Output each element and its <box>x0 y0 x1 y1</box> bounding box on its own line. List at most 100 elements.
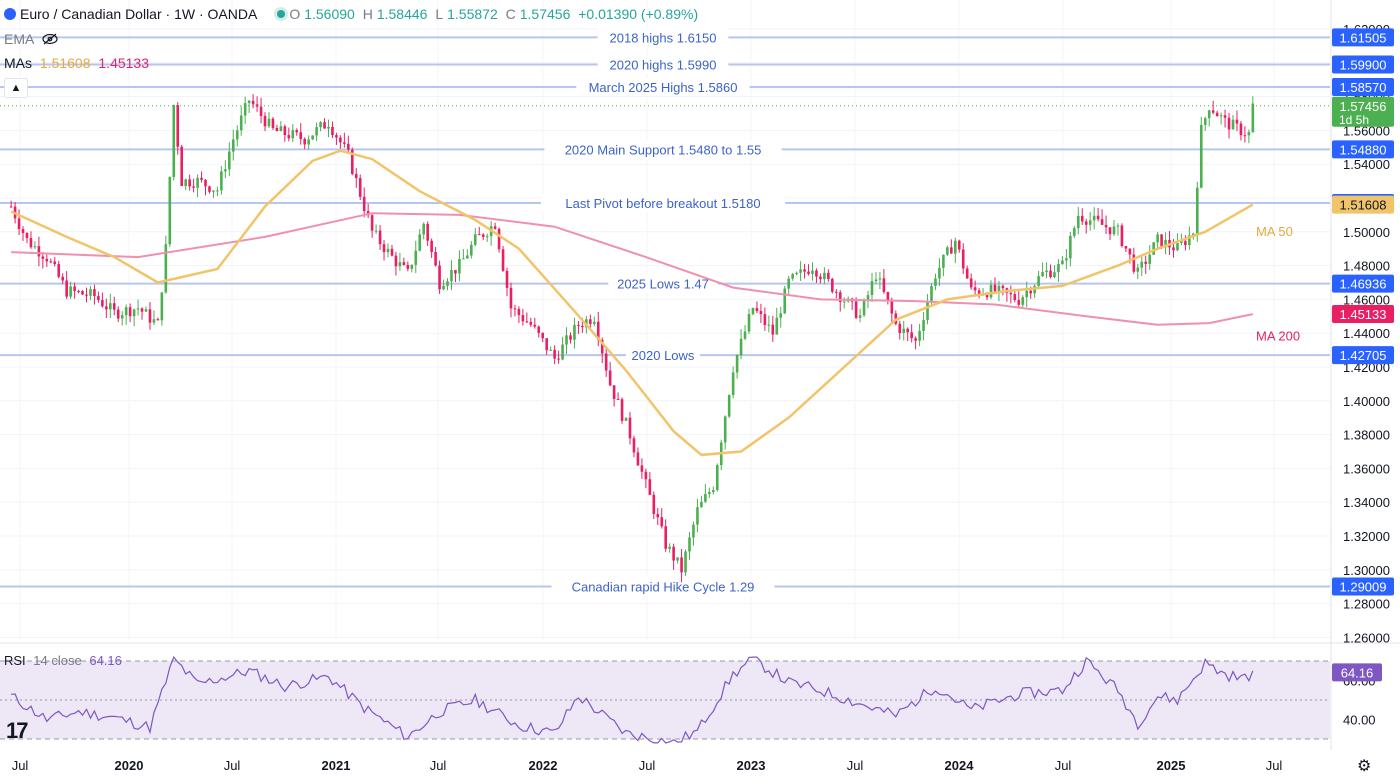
candle-down <box>589 319 592 324</box>
candle-down <box>275 128 279 132</box>
candle-down <box>505 270 509 288</box>
candle-up <box>458 258 461 274</box>
ema-legend[interactable]: EMA <box>4 31 62 47</box>
candle-up <box>1164 239 1167 248</box>
x-tick-label: Jul <box>224 758 241 773</box>
candle-down <box>394 255 398 267</box>
level-label: Last Pivot before breakout 1.5180 <box>565 196 760 211</box>
price-badge <box>1332 140 1394 159</box>
mas-legend[interactable]: MAs 1.51608 1.45133 <box>4 55 153 71</box>
candle-down <box>128 307 132 317</box>
series-label: MA 50 <box>1256 224 1293 239</box>
eye-crossed-icon[interactable] <box>42 31 58 47</box>
candle-up <box>723 416 727 443</box>
symbol-title[interactable]: Euro / Canadian Dollar · 1W · OANDA <box>20 6 258 22</box>
level-label-bg <box>597 28 729 47</box>
candle-up <box>1176 243 1179 251</box>
level-label-bg <box>626 346 700 365</box>
level-label-bg <box>608 274 718 293</box>
candle-up <box>942 254 945 268</box>
candle-down <box>21 229 25 234</box>
level-label-bg <box>540 193 786 212</box>
candle-up <box>712 490 715 493</box>
tradingview-logo-icon[interactable]: 17 <box>6 718 29 743</box>
candle-down <box>1017 300 1021 305</box>
rsi-legend-value: 64.16 <box>89 653 122 668</box>
candle-down <box>1013 294 1017 301</box>
candle-up <box>33 246 37 248</box>
candle-up <box>938 267 941 279</box>
y-tick-label: 1.40000 <box>1343 394 1390 409</box>
candle-up <box>708 492 711 495</box>
candle-up <box>1203 118 1207 125</box>
candle-down <box>1124 246 1128 249</box>
candle-up <box>1207 110 1211 119</box>
candle-up <box>715 465 719 491</box>
level-label: 2020 highs 1.5990 <box>610 57 717 72</box>
candle-up <box>319 122 322 128</box>
candle-down <box>557 358 560 360</box>
candle-up <box>184 179 187 187</box>
candle-down <box>1009 292 1013 295</box>
candle-down <box>819 276 822 280</box>
settings-gear-icon[interactable]: ⚙ <box>1357 758 1372 775</box>
x-tick-label: Jul <box>430 758 447 773</box>
candle-down <box>156 319 160 321</box>
candle-down <box>362 196 366 212</box>
candle-down <box>886 291 890 302</box>
candle-down <box>49 261 53 263</box>
candle-up <box>216 190 219 192</box>
candle-down <box>390 248 394 256</box>
candle-up <box>934 278 937 286</box>
candle-up <box>743 331 747 339</box>
candle-up <box>704 494 707 502</box>
price-badge <box>1332 77 1394 96</box>
x-tick-label: 2023 <box>737 758 766 773</box>
candle-up <box>374 230 378 232</box>
candle-down <box>299 132 303 139</box>
candle-down <box>525 321 529 323</box>
candle-down <box>180 146 184 187</box>
candle-down <box>553 349 556 359</box>
rsi-legend[interactable]: RSI 14 close 64.16 <box>4 653 126 668</box>
candle-down <box>537 326 541 333</box>
candle-down <box>105 306 108 310</box>
candle-up <box>1112 226 1116 235</box>
candle-down <box>148 309 152 323</box>
price-badge <box>1332 96 1394 127</box>
candle-up <box>922 320 925 331</box>
level-label: 2018 highs 1.6150 <box>610 30 717 45</box>
candle-up <box>196 177 199 188</box>
candle-down <box>509 287 513 309</box>
price-badge-label: 1.61505 <box>1340 30 1387 45</box>
price-badge <box>1332 55 1394 74</box>
candle-down <box>208 186 211 192</box>
candle-up <box>132 309 136 317</box>
rsi-params: 14 close <box>33 653 82 668</box>
candle-up <box>866 295 870 301</box>
ma50-line <box>10 149 1254 457</box>
y-tick-label: 1.48000 <box>1343 259 1390 274</box>
candle-up <box>549 349 552 351</box>
candle-down <box>350 149 354 175</box>
candle-up <box>315 127 318 136</box>
candle-down <box>259 106 263 116</box>
chevron-up-icon[interactable]: ▲ <box>4 78 28 98</box>
candle-down <box>612 385 616 399</box>
candle-down <box>1235 119 1239 124</box>
candle-down <box>1128 248 1132 255</box>
candle-up <box>1231 119 1235 130</box>
price-badge-label: 1.57456 <box>1340 99 1387 114</box>
close-value: 1.57456 <box>519 6 571 22</box>
rsi-label: RSI <box>4 653 26 668</box>
candle-down <box>77 291 80 293</box>
candle-up <box>418 234 422 251</box>
price-badge-label: 1.29009 <box>1340 580 1387 595</box>
candle-down <box>25 233 29 239</box>
candle-down <box>604 353 608 371</box>
price-badge-label: 1.46936 <box>1340 277 1387 292</box>
candle-down <box>831 278 834 292</box>
candle-down <box>632 438 636 453</box>
